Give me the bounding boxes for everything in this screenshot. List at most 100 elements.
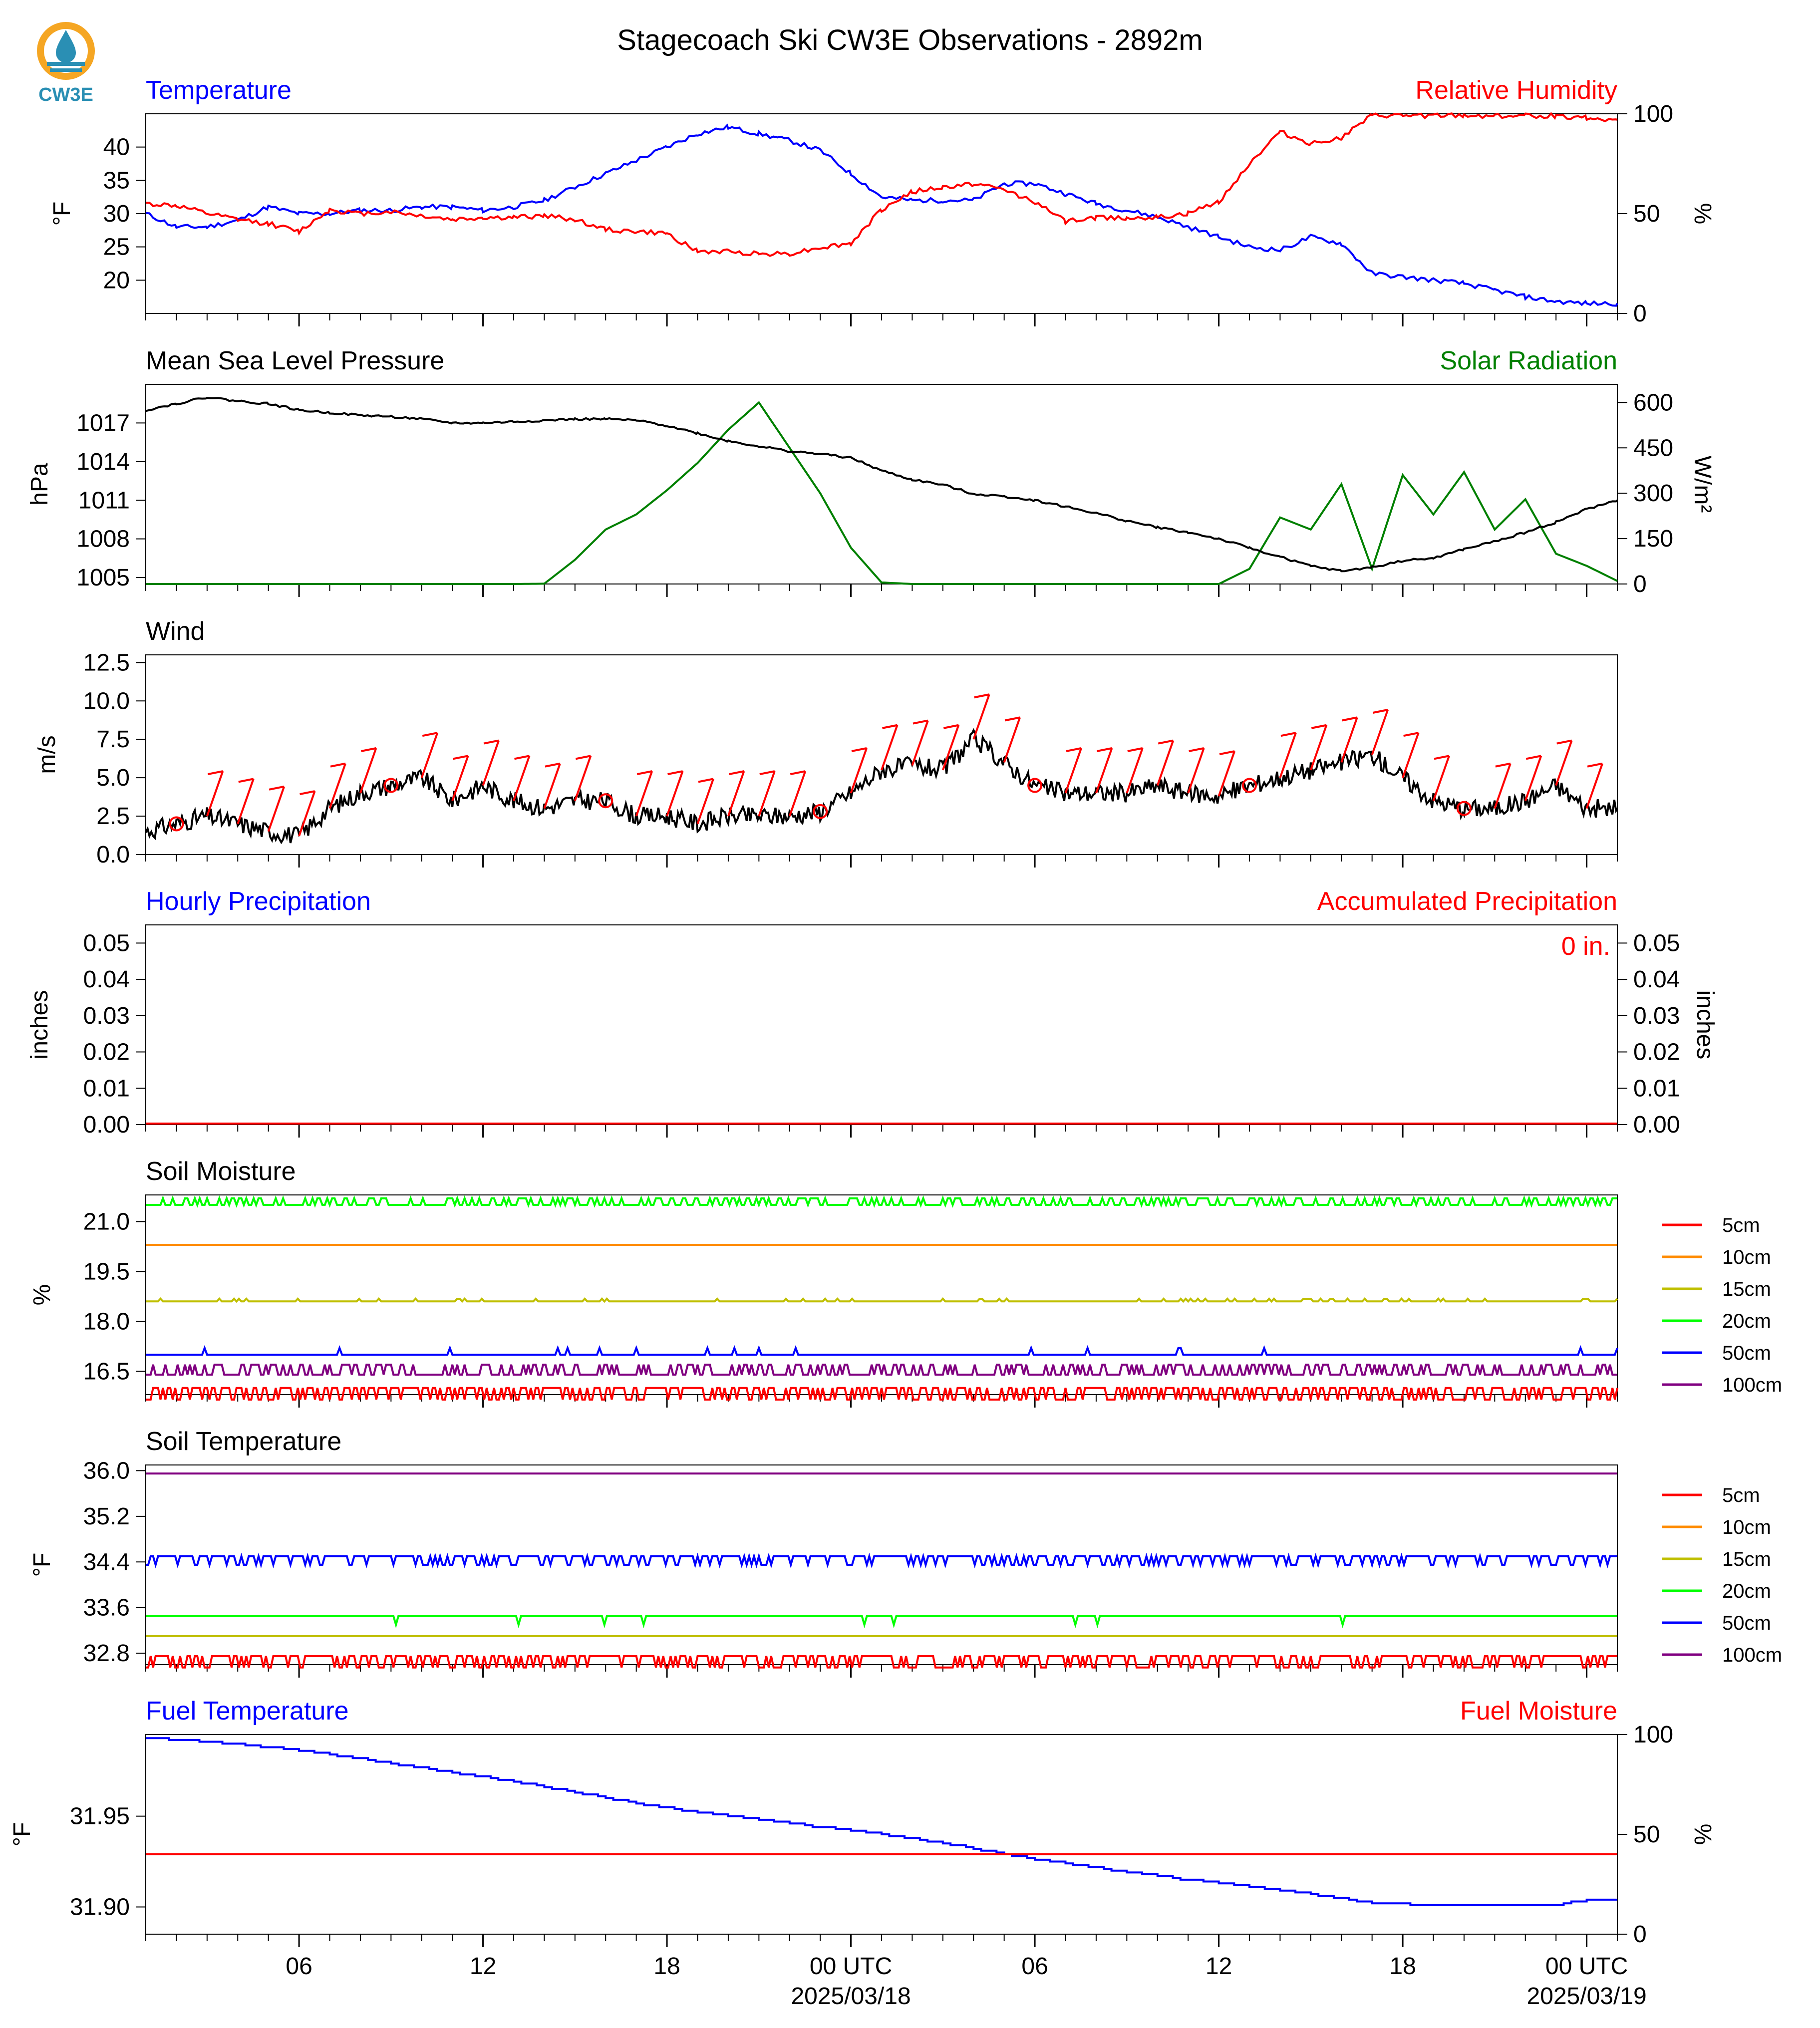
logo-text: CW3E xyxy=(38,84,93,105)
x-tick-label: 12 xyxy=(1206,1953,1232,1980)
soil-moisture-15cm-line xyxy=(146,1297,1618,1303)
cw3e-logo: CW3E xyxy=(37,22,95,105)
y-tick-label-left: 35 xyxy=(103,167,130,194)
wind-barb-flag xyxy=(698,778,714,783)
wind-barb-staff xyxy=(237,778,255,825)
wind-barb-staff xyxy=(298,791,316,837)
wind-barb xyxy=(598,793,613,809)
wind-barb xyxy=(813,804,828,819)
wind-barb-flag xyxy=(1127,747,1143,752)
wind-barb xyxy=(1371,709,1389,755)
y-tick-label-right: 450 xyxy=(1633,435,1673,461)
wind-barb-flag xyxy=(1219,750,1235,756)
y-tick-label-left: 1011 xyxy=(78,487,130,514)
wind-barb-staff xyxy=(420,732,439,778)
wind-barb xyxy=(1524,755,1542,801)
wind-barb-flag xyxy=(1434,755,1450,760)
pressure-line xyxy=(145,397,1618,573)
wind-barb-flag xyxy=(1372,709,1388,714)
soil-moisture-title: Soil Moisture xyxy=(146,1157,296,1186)
x-tick-label: 18 xyxy=(653,1953,680,1980)
wind-barb-flag xyxy=(943,724,959,729)
soil-moisture-50cm-line xyxy=(146,1345,1618,1356)
y-tick-label-right: 100 xyxy=(1633,1722,1673,1748)
wind-barb-flag xyxy=(1280,732,1296,737)
x-tick-date: 2025/03/18 xyxy=(791,1983,910,2010)
fuel-temperature-line xyxy=(146,1737,1617,1906)
plot-frame-1 xyxy=(145,384,1618,584)
wind-barb xyxy=(1309,724,1328,771)
y-tick-label-left: 7.5 xyxy=(96,726,130,753)
x-tick-label: 12 xyxy=(470,1953,496,1980)
accumulated-precip-title: Accumulated Precipitation xyxy=(1317,887,1617,916)
wind-barb xyxy=(1402,732,1420,778)
soil-moisture-20cm-line xyxy=(146,1195,1617,1208)
y-tick-label-left: 1005 xyxy=(76,565,130,591)
plot-frame-2 xyxy=(145,654,1618,855)
x-tick-label: 06 xyxy=(1021,1953,1048,1980)
wind-barb xyxy=(1126,747,1144,794)
y-tick-label-left: 0.02 xyxy=(83,1039,130,1066)
precip-ylabel-right: inches xyxy=(1692,990,1718,1060)
wind-barb xyxy=(420,732,439,778)
wind-barb-staff xyxy=(1309,725,1328,771)
wind-barb-flag xyxy=(575,755,591,760)
y-tick-label-left: 31.90 xyxy=(70,1894,130,1920)
wind-barb-flag xyxy=(545,762,561,768)
wind-barb xyxy=(1585,762,1603,809)
wind-barb-calm xyxy=(1242,778,1257,793)
humidity-ylabel: % xyxy=(1689,203,1716,225)
y-tick-label-left: 1008 xyxy=(76,526,130,553)
wind-barb-flag xyxy=(1525,755,1541,760)
legend-label-10cm: 10cm xyxy=(1722,1246,1771,1268)
y-tick-label-left: 1014 xyxy=(76,449,130,475)
fuel-moisture-title: Fuel Moisture xyxy=(1460,1697,1617,1726)
x-tick-label: 00 UTC xyxy=(1545,1953,1628,1980)
wind-barb xyxy=(1456,801,1472,816)
legend-label-50cm: 50cm xyxy=(1722,1612,1771,1634)
temperature-ylabel: °F xyxy=(49,202,75,226)
wind-barb xyxy=(1242,778,1257,793)
wind-barb xyxy=(972,693,990,740)
x-tick-label: 18 xyxy=(1389,1953,1416,1980)
y-tick-label-left: 30 xyxy=(103,201,130,227)
legend-label-5cm: 5cm xyxy=(1722,1484,1760,1506)
wind-barb-staff xyxy=(543,763,561,809)
y-tick-label-right: 0 xyxy=(1633,300,1647,327)
wind-barb-staff xyxy=(881,725,899,771)
wind-barb-staff xyxy=(206,771,224,817)
wind-barb-flag xyxy=(882,724,898,729)
y-tick-label-left: 16.5 xyxy=(83,1358,130,1385)
wind-title: Wind xyxy=(146,617,205,646)
fuel-temperature-title: Fuel Temperature xyxy=(146,1697,349,1726)
wind-barb-flag xyxy=(300,790,315,796)
wind-barb-staff xyxy=(574,755,592,801)
wind-barb xyxy=(696,778,714,825)
y-tick-label-right: 0.04 xyxy=(1633,966,1680,993)
wind-barb xyxy=(451,755,469,801)
wind-barb xyxy=(1095,747,1113,794)
y-tick-label-left: 20 xyxy=(103,267,130,293)
soil-temp-50cm-line xyxy=(146,1552,1617,1569)
y-tick-label-left: 31.95 xyxy=(70,1803,130,1830)
wind-barb-flag xyxy=(790,770,806,776)
soil-temperature-ylabel: °F xyxy=(29,1553,55,1577)
wind-barb xyxy=(1003,716,1021,763)
wind-ylabel: m/s xyxy=(34,735,60,774)
soil-temp-20cm-line xyxy=(146,1615,1617,1629)
wind-barb xyxy=(727,770,745,817)
soil-temperature-title: Soil Temperature xyxy=(146,1427,341,1456)
solar-ylabel: W/m² xyxy=(1689,456,1716,513)
y-tick-label-left: 40 xyxy=(103,134,130,161)
wind-barb xyxy=(666,770,684,817)
wind-barb-staff xyxy=(1494,763,1512,809)
wind-barb xyxy=(1187,747,1205,794)
wind-barb-staff xyxy=(482,740,500,786)
wind-barb-flag xyxy=(1556,739,1572,745)
wind-barb-flag xyxy=(238,778,254,783)
temperature-title: Temperature xyxy=(146,76,292,105)
wind-barb xyxy=(635,770,653,817)
wind-barb-staff xyxy=(1187,748,1205,794)
y-tick-label-right: 0.05 xyxy=(1633,930,1680,956)
wind-barb xyxy=(1340,716,1358,763)
